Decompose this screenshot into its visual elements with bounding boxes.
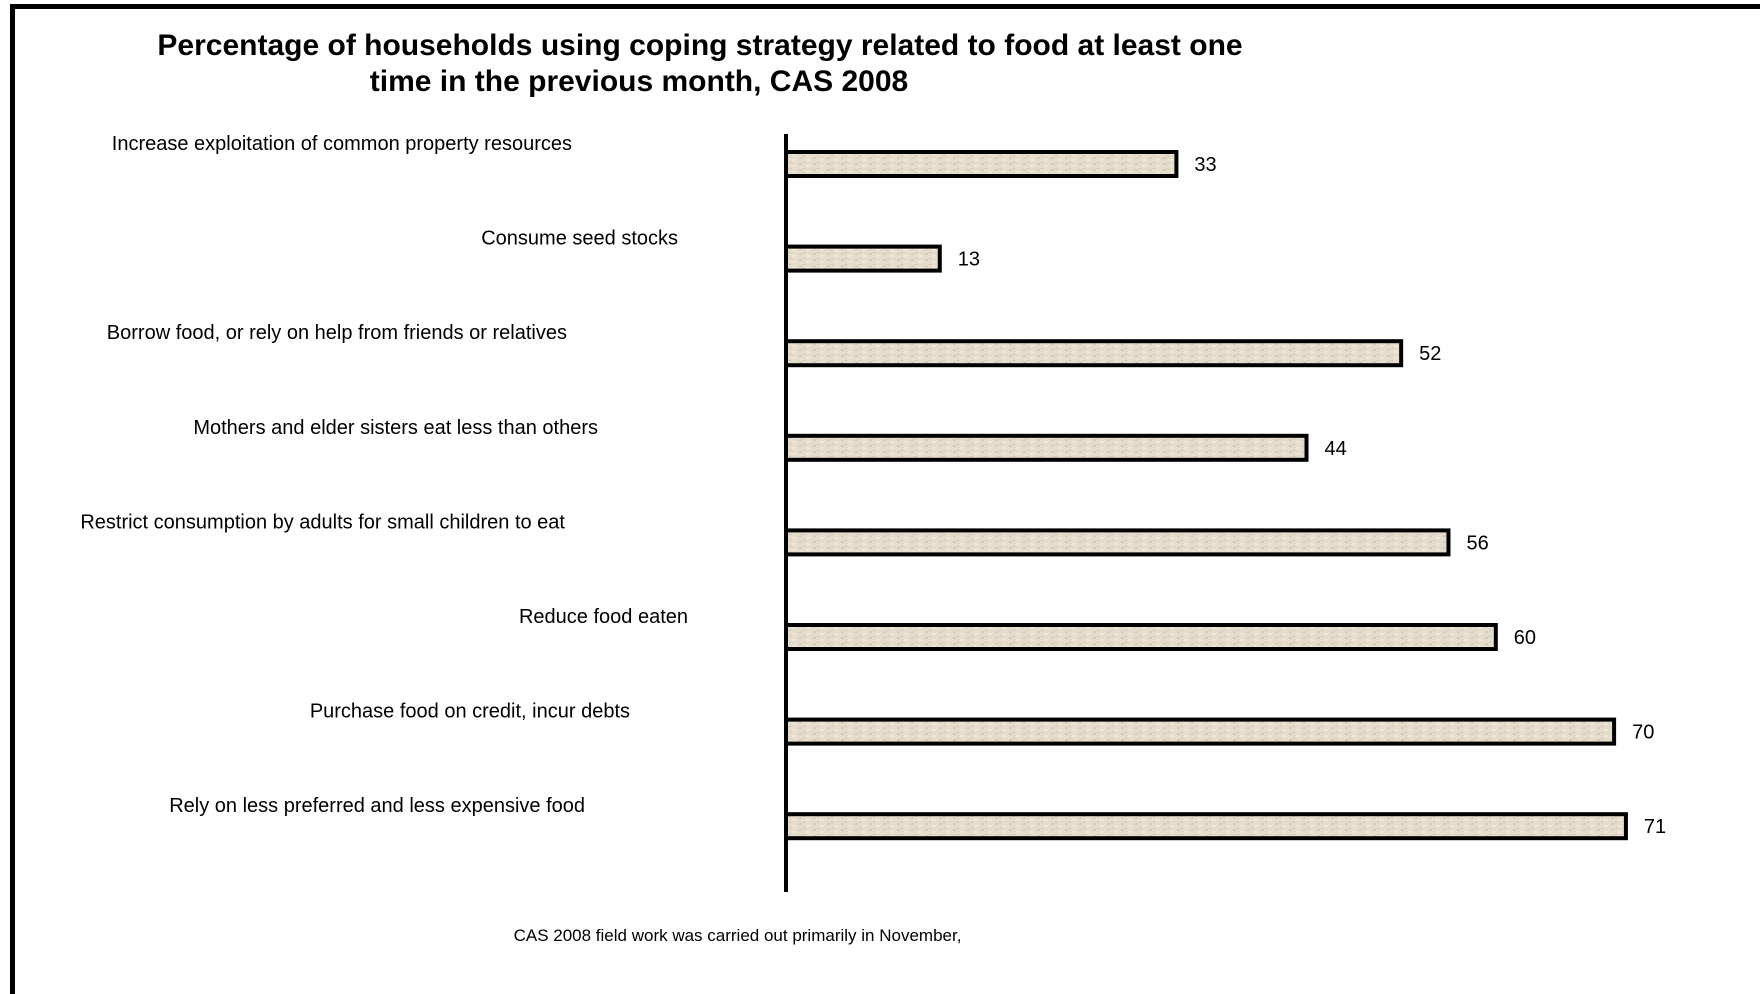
bar-6 xyxy=(784,623,1498,651)
chart-title: Percentage of households using coping st… xyxy=(0,28,1400,100)
category-label-7: Purchase food on credit, incur debts xyxy=(310,701,630,723)
category-label-1: Increase exploitation of common property… xyxy=(112,133,572,155)
chart-title-line-2: time in the previous month, CAS 2008 xyxy=(369,65,909,98)
value-label-1: 33 xyxy=(1194,154,1216,176)
value-label-2: 13 xyxy=(958,249,980,271)
bar-8 xyxy=(784,812,1628,841)
bar-5 xyxy=(784,528,1451,557)
category-label-5: Restrict consumption by adults for small… xyxy=(80,511,565,533)
category-label-3: Borrow food, or rely on help from friend… xyxy=(107,322,567,344)
value-label-5: 56 xyxy=(1466,532,1488,554)
value-label-7: 70 xyxy=(1632,722,1654,744)
category-label-8: Rely on less preferred and less expensiv… xyxy=(169,795,585,817)
value-label-8: 71 xyxy=(1644,816,1666,838)
value-label-4: 44 xyxy=(1325,438,1347,460)
category-labels: Increase exploitation of common property… xyxy=(80,133,688,817)
category-label-4: Mothers and elder sisters eat less than … xyxy=(193,417,598,439)
bar-2 xyxy=(784,244,942,273)
chart-frame xyxy=(10,4,1760,994)
footnote: CAS 2008 field work was carried out prim… xyxy=(513,926,962,945)
value-label-3: 52 xyxy=(1419,343,1441,365)
bar-group xyxy=(784,150,1628,841)
value-label-6: 60 xyxy=(1514,627,1536,649)
value-labels: 33 13 52 44 56 60 70 71 xyxy=(958,154,1666,838)
bar-3 xyxy=(784,339,1404,368)
bar-1 xyxy=(784,150,1179,178)
category-label-6: Reduce food eaten xyxy=(519,606,688,628)
bar-4 xyxy=(784,433,1309,462)
chart-title-line-1: Percentage of households using coping st… xyxy=(157,29,1243,62)
bar-7 xyxy=(784,717,1617,746)
category-label-2: Consume seed stocks xyxy=(481,228,678,250)
